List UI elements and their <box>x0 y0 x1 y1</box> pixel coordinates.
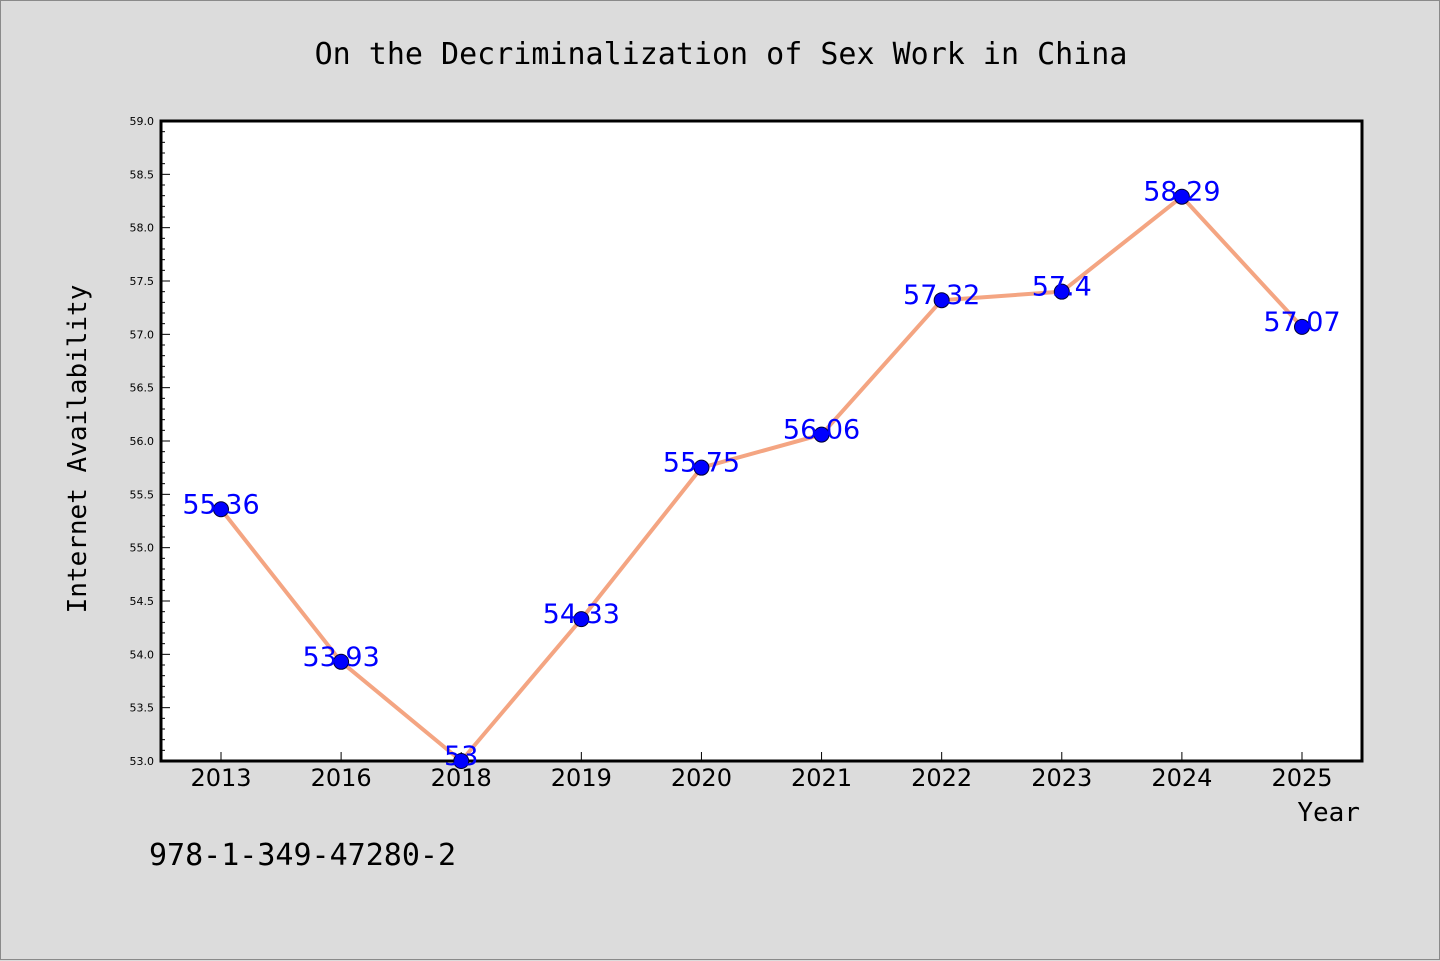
data-point <box>453 753 470 769</box>
x-tick-label: 2024 <box>1151 764 1212 792</box>
data-label: 57.4 <box>1032 272 1092 303</box>
y-tick-label: 56.0 <box>130 435 155 448</box>
y-tick-label: 53.5 <box>130 702 155 715</box>
x-tick-label: 2023 <box>1031 764 1092 792</box>
data-point <box>333 653 350 670</box>
data-label: 54.33 <box>543 599 620 630</box>
y-axis: 53.0 53.5 54.0 54.5 55.0 55.5 56.0 56.5 57.0 57.5… <box>130 115 170 768</box>
data-point <box>1294 318 1310 335</box>
isbn-text: 978-1-349-47280-2 <box>149 838 456 873</box>
y-tick-label: 57.0 <box>130 328 155 341</box>
plot-area <box>159 119 1364 763</box>
y-tick-label: 55.0 <box>130 542 155 555</box>
data-label: 55.75 <box>663 448 740 479</box>
y-axis-label: Internet Availability <box>63 285 93 614</box>
x-axis: 2013 2016 2018 2019 2020 2021 2022 2023 2024 2025 <box>190 752 1333 792</box>
data-point <box>933 292 950 309</box>
series-line <box>219 194 1304 763</box>
y-tick-label: 54.0 <box>130 648 155 661</box>
data-point <box>213 501 229 518</box>
y-tick-label: 58.5 <box>130 168 155 181</box>
series-group: 55.36 53.93 53 54.33 55.75 56.06 57.32 57.4 58.2… <box>182 177 1340 772</box>
data-label: 57.32 <box>903 280 980 311</box>
y-tick-label: 59.0 <box>130 115 155 128</box>
x-tick-label: 2021 <box>791 764 852 792</box>
x-tick-label: 2016 <box>311 764 372 792</box>
x-axis-label: Year <box>1297 798 1360 828</box>
x-tick-label: 2022 <box>911 764 972 792</box>
y-tick-label: 56.5 <box>130 382 155 395</box>
data-point <box>573 611 590 628</box>
data-label: 55.36 <box>182 489 259 520</box>
y-tick-label: 58.0 <box>130 222 155 235</box>
data-point <box>1173 188 1190 205</box>
chart-title: On the Decriminalization of Sex Work in … <box>315 37 1128 72</box>
y-tick-label: 57.5 <box>130 275 155 288</box>
y-tick-label: 54.5 <box>130 595 155 608</box>
data-label: 53 <box>444 741 478 772</box>
x-tick-label: 2020 <box>671 764 732 792</box>
data-label: 56.06 <box>783 415 860 446</box>
y-tick-label: 55.5 <box>130 488 155 501</box>
data-point <box>813 426 830 443</box>
data-label: 58.29 <box>1143 177 1220 208</box>
y-tick-label: 53.0 <box>130 755 155 768</box>
data-label: 57.07 <box>1263 307 1340 338</box>
data-label: 53.93 <box>302 642 379 673</box>
data-point <box>1053 283 1070 300</box>
x-tick-label: 2025 <box>1271 764 1332 792</box>
x-tick-label: 2013 <box>190 764 251 792</box>
data-point <box>693 459 710 476</box>
x-tick-label: 2019 <box>551 764 612 792</box>
